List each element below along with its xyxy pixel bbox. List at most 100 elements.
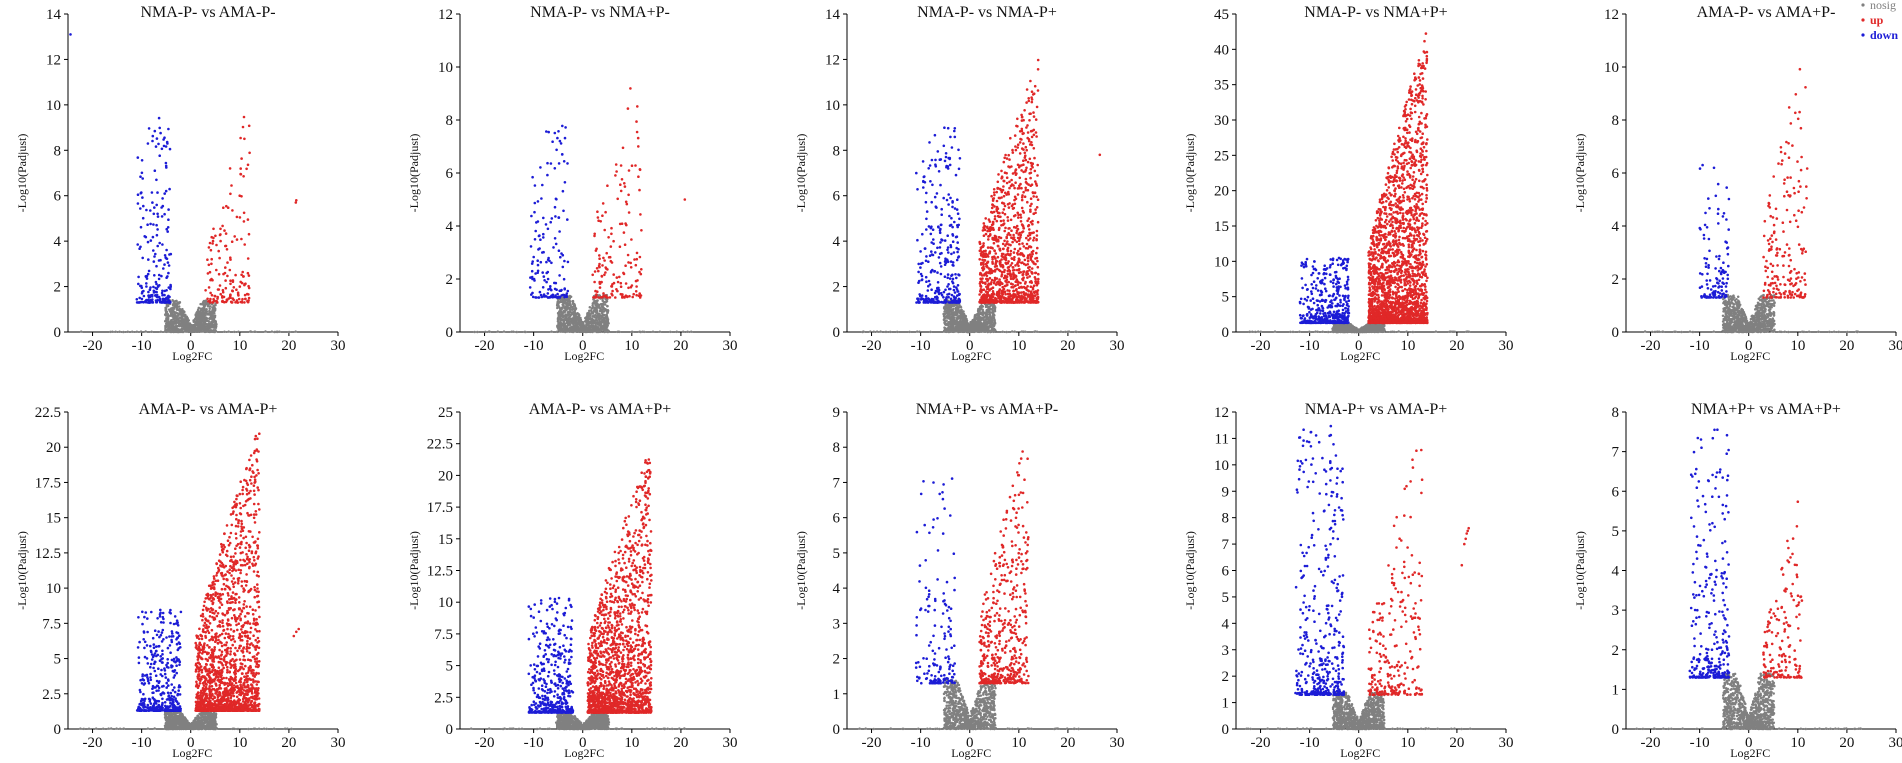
point-up [604, 295, 608, 299]
point-down [148, 288, 152, 292]
point-nosig [166, 316, 170, 319]
point-nosig [600, 325, 603, 328]
point-down [936, 150, 940, 153]
point-up [594, 289, 597, 293]
point-down [564, 126, 567, 129]
point-down [946, 246, 950, 249]
point-nosig [869, 330, 872, 333]
point-nosig [1066, 330, 1069, 334]
point-down [540, 295, 544, 299]
point-up [611, 283, 614, 286]
point-nosig [561, 327, 564, 330]
point-nosig [951, 312, 955, 315]
point-up [229, 279, 232, 283]
point-down [536, 220, 540, 223]
point-up [240, 281, 244, 285]
x-tick-label: 20 [1060, 338, 1075, 354]
point-up [1025, 242, 1029, 246]
point-up [626, 253, 630, 257]
point-down [142, 289, 145, 293]
point-down [151, 293, 154, 297]
point-down [531, 295, 535, 299]
point-down [533, 210, 536, 214]
point-down [940, 213, 943, 216]
point-down [146, 142, 150, 145]
point-up [1019, 235, 1022, 239]
point-up [231, 279, 235, 282]
point-nosig [555, 330, 559, 334]
point-nosig [988, 310, 991, 314]
point-down [948, 163, 952, 167]
point-down [947, 251, 950, 254]
point-up [1027, 224, 1030, 228]
point-up [216, 297, 219, 300]
point-up [1036, 89, 1040, 92]
point-down [925, 280, 928, 284]
point-nosig [642, 330, 646, 334]
point-up [600, 274, 604, 278]
point-down [142, 301, 145, 304]
point-down [921, 160, 925, 163]
point-up [1029, 176, 1032, 180]
point-up [1011, 266, 1015, 269]
point-up [247, 232, 251, 236]
y-axis-title: -Log10(Padjust) [15, 134, 29, 213]
point-nosig [603, 330, 606, 334]
point-down [162, 267, 165, 270]
point-down [142, 204, 145, 208]
point-nosig [593, 308, 596, 312]
point-down [939, 183, 942, 187]
point-up [1020, 291, 1023, 294]
point-nosig [207, 319, 211, 323]
point-nosig [991, 309, 994, 313]
point-up [206, 258, 209, 262]
point-nosig [174, 327, 177, 331]
point-up [239, 173, 243, 176]
point-nosig [122, 330, 125, 334]
point-nosig [184, 315, 188, 319]
point-down [955, 258, 959, 262]
point-up [224, 244, 227, 248]
point-down [164, 256, 167, 259]
point-down [152, 260, 156, 263]
point-down [167, 294, 170, 298]
point-down [156, 215, 160, 218]
point-down [546, 173, 549, 177]
point-up [1000, 190, 1004, 194]
point-down [931, 228, 935, 231]
point-down [942, 290, 946, 294]
point-up [1023, 258, 1027, 262]
point-nosig [173, 305, 176, 309]
point-nosig [557, 316, 560, 319]
point-down [951, 240, 955, 243]
point-nosig [213, 325, 217, 329]
point-up [598, 257, 601, 261]
point-down [917, 301, 920, 304]
point-nosig [959, 317, 962, 320]
point-up [993, 249, 996, 253]
point-down [953, 291, 957, 294]
x-axis-title: Log2FC [172, 349, 212, 363]
y-tick-label: 12 [438, 7, 453, 23]
point-up [1020, 138, 1023, 141]
panel-title: NMA-P- vs AMA-P- [140, 4, 275, 21]
point-down [552, 246, 555, 249]
point-up [1003, 239, 1006, 243]
point-nosig [586, 326, 589, 330]
point-up [212, 227, 215, 231]
point-up [212, 236, 215, 240]
point-up [640, 229, 643, 232]
point-down [560, 288, 563, 292]
point-up [602, 256, 605, 260]
point-nosig [954, 320, 957, 324]
point-up [616, 280, 620, 284]
point-up [238, 194, 241, 197]
point-up [598, 286, 602, 289]
point-nosig [173, 313, 177, 317]
point-nosig [564, 318, 568, 322]
point-up [604, 271, 607, 274]
point-down [944, 288, 947, 292]
point-up [231, 289, 234, 293]
point-down [549, 220, 552, 224]
point-up [1036, 220, 1040, 224]
